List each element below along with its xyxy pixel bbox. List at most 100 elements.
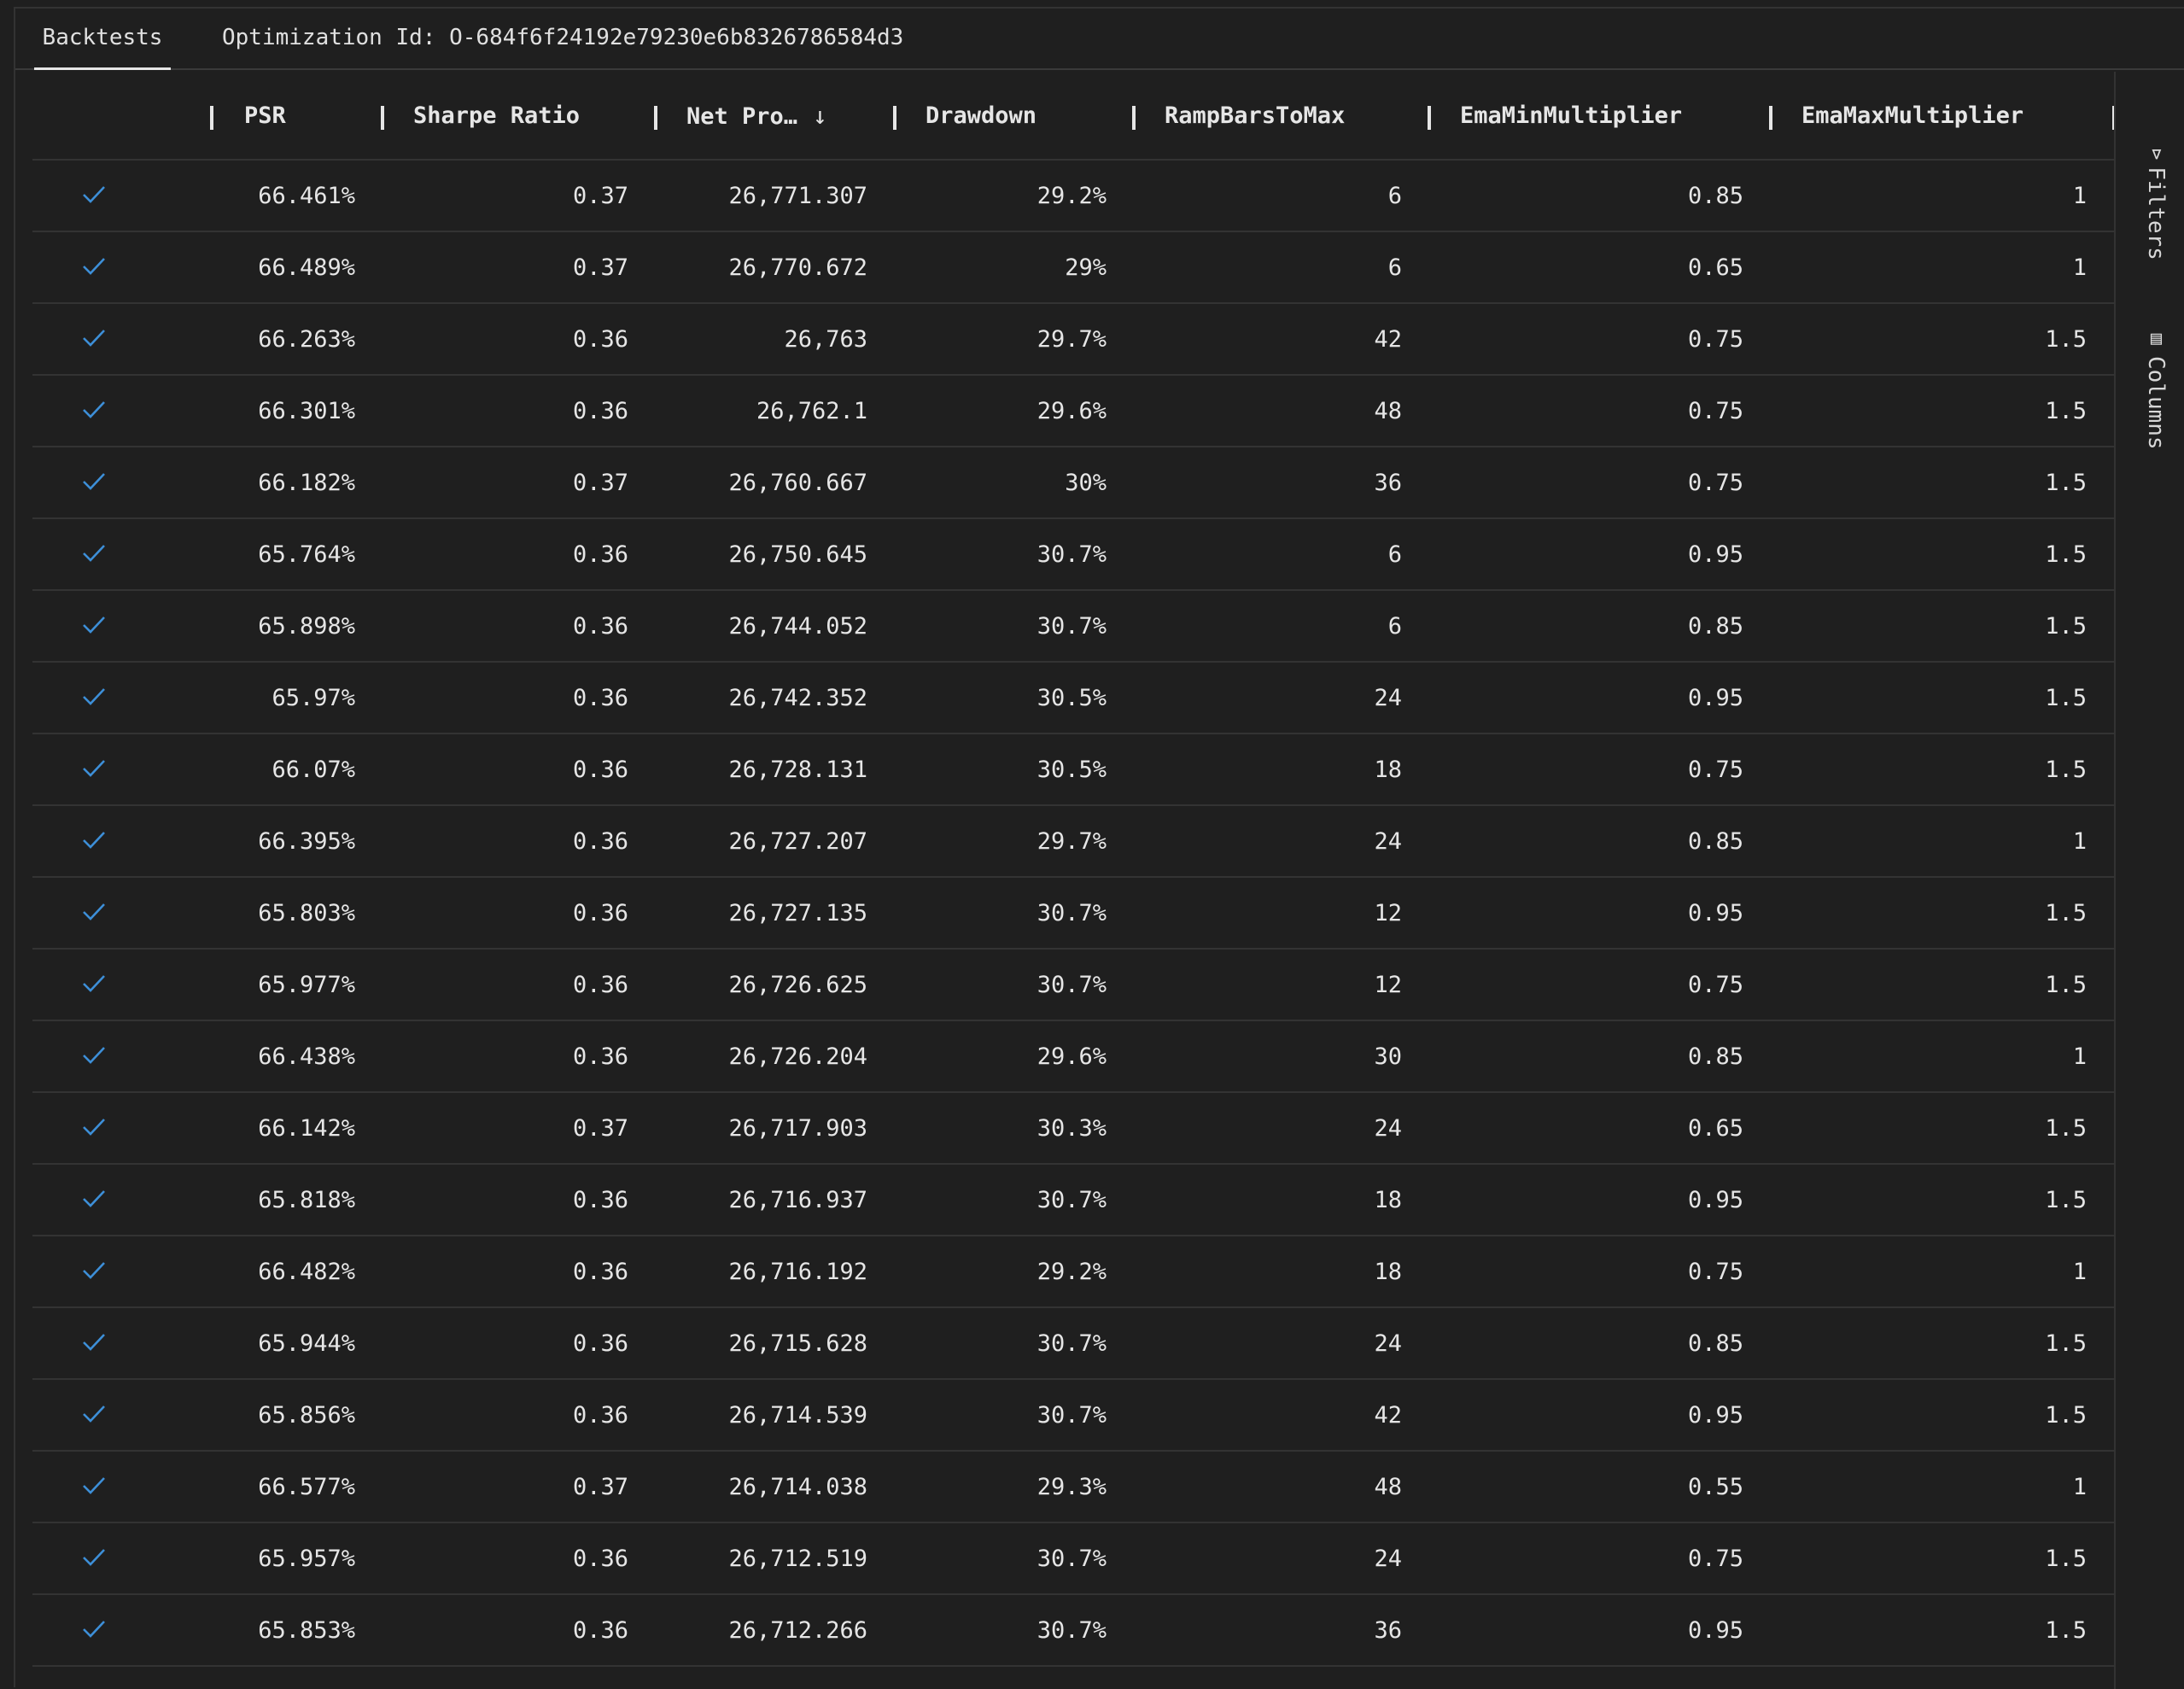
cell-psr: 65.944% — [258, 1330, 355, 1357]
header-ramp-bars-to-max[interactable]: RampBarsToMax — [1165, 102, 1346, 129]
column-resize-handle[interactable] — [1428, 106, 1431, 130]
header-net-profit[interactable]: Net Pro… ↓ — [686, 72, 827, 161]
column-resize-handle[interactable] — [1132, 106, 1136, 130]
cell-ramp-bars-to-max: 6 — [1387, 541, 1402, 568]
header-net-profit-label: Net Pro… — [686, 103, 798, 130]
tab-backtests[interactable]: Backtests — [34, 9, 171, 70]
table-row[interactable]: 66.142% 0.37 26,717.903 30.3% 24 0.65 1.5 — [32, 1093, 2117, 1165]
table-row[interactable]: 66.07% 0.36 26,728.131 30.5% 18 0.75 1.5 — [32, 734, 2117, 806]
cell-sharpe-ratio: 0.36 — [572, 972, 628, 998]
cell-ema-max-multiplier: 1.5 — [2045, 1546, 2087, 1572]
table-row[interactable]: 65.818% 0.36 26,716.937 30.7% 18 0.95 1.5 — [32, 1165, 2117, 1236]
table-row[interactable]: 65.898% 0.36 26,744.052 30.7% 6 0.85 1.5 — [32, 591, 2117, 663]
cell-drawdown: 30.7% — [1037, 1402, 1107, 1429]
cell-ema-min-multiplier: 0.75 — [1687, 972, 1743, 998]
checkmark-icon — [82, 1189, 105, 1209]
cell-drawdown: 29% — [1065, 254, 1107, 281]
cell-ema-max-multiplier: 1.5 — [2045, 1187, 2087, 1213]
side-panel: ⊳ Filters ▤ Columns — [2114, 72, 2184, 1689]
checkmark-icon — [82, 830, 105, 850]
cell-sharpe-ratio: 0.36 — [572, 1330, 628, 1357]
cell-sharpe-ratio: 0.37 — [572, 470, 628, 496]
cell-sharpe-ratio: 0.36 — [572, 757, 628, 783]
checkmark-icon — [82, 1547, 105, 1568]
table-row[interactable]: 66.438% 0.36 26,726.204 29.6% 30 0.85 1 — [32, 1021, 2117, 1093]
column-resize-handle[interactable] — [893, 106, 896, 130]
arrow-down-icon[interactable]: ↓ — [813, 102, 827, 130]
table-row[interactable]: 65.977% 0.36 26,726.625 30.7% 12 0.75 1.5 — [32, 950, 2117, 1021]
header-sharpe-ratio[interactable]: Sharpe Ratio — [413, 102, 581, 129]
cell-psr: 65.977% — [258, 972, 355, 998]
cell-sharpe-ratio: 0.37 — [572, 1474, 628, 1500]
table-row[interactable]: 66.489% 0.37 26,770.672 29% 6 0.65 1 — [32, 232, 2117, 304]
checkmark-icon — [82, 687, 105, 707]
table-row[interactable]: 65.97% 0.36 26,742.352 30.5% 24 0.95 1.5 — [32, 663, 2117, 734]
table-row[interactable]: 65.957% 0.36 26,712.519 30.7% 24 0.75 1.5 — [32, 1523, 2117, 1595]
cell-drawdown: 30.3% — [1037, 1115, 1107, 1142]
cell-ema-max-multiplier: 1.5 — [2045, 972, 2087, 998]
header-psr[interactable]: PSR — [244, 102, 286, 129]
checkmark-icon — [82, 758, 105, 779]
cell-net-profit: 26,744.052 — [728, 613, 867, 640]
table-row[interactable]: 65.764% 0.36 26,750.645 30.7% 6 0.95 1.5 — [32, 519, 2117, 591]
checkmark-icon — [82, 400, 105, 420]
cell-ema-min-multiplier: 0.95 — [1687, 1617, 1743, 1644]
columns-button[interactable]: ▤ Columns — [2134, 328, 2169, 450]
cell-net-profit: 26,717.903 — [728, 1115, 867, 1142]
checkmark-icon — [82, 184, 105, 205]
cell-ema-max-multiplier: 1 — [2072, 183, 2087, 209]
header-ema-max-multiplier[interactable]: EmaMaxMultiplier — [1802, 102, 2024, 129]
cell-ema-min-multiplier: 0.55 — [1687, 1474, 1743, 1500]
header-ema-min-multiplier[interactable]: EmaMinMultiplier — [1460, 102, 1683, 129]
table-row[interactable]: 65.803% 0.36 26,727.135 30.7% 12 0.95 1.5 — [32, 878, 2117, 950]
cell-ema-min-multiplier: 0.75 — [1687, 398, 1743, 424]
cell-net-profit: 26,763 — [784, 326, 867, 353]
cell-ramp-bars-to-max: 42 — [1374, 1402, 1402, 1429]
cell-drawdown: 30.7% — [1037, 900, 1107, 926]
optimization-id-value: O-684f6f24192e79230e6b8326786584d3 — [449, 25, 904, 50]
cell-ema-min-multiplier: 0.95 — [1687, 1402, 1743, 1429]
table-row[interactable]: 66.301% 0.36 26,762.1 29.6% 48 0.75 1.5 — [32, 376, 2117, 447]
cell-net-profit: 26,727.207 — [728, 828, 867, 855]
column-resize-handle[interactable] — [381, 106, 384, 130]
table-row[interactable]: 66.395% 0.36 26,727.207 29.7% 24 0.85 1 — [32, 806, 2117, 878]
cell-ema-min-multiplier: 0.75 — [1687, 757, 1743, 783]
cell-psr: 66.482% — [258, 1259, 355, 1285]
table-row[interactable]: 66.577% 0.37 26,714.038 29.3% 48 0.55 1 — [32, 1452, 2117, 1523]
cell-net-profit: 26,750.645 — [728, 541, 867, 568]
cell-sharpe-ratio: 0.36 — [572, 541, 628, 568]
header-drawdown[interactable]: Drawdown — [926, 102, 1037, 129]
optimization-id-label: Optimization Id: — [222, 25, 436, 50]
cell-ema-min-multiplier: 0.75 — [1687, 470, 1743, 496]
table-row[interactable]: 66.263% 0.36 26,763 29.7% 42 0.75 1.5 — [32, 304, 2117, 376]
cell-ramp-bars-to-max: 36 — [1374, 470, 1402, 496]
cell-psr: 66.461% — [258, 183, 355, 209]
column-resize-handle[interactable] — [654, 106, 657, 130]
table-row[interactable]: 66.182% 0.37 26,760.667 30% 36 0.75 1.5 — [32, 447, 2117, 519]
cell-drawdown: 30.7% — [1037, 1546, 1107, 1572]
cell-drawdown: 30.5% — [1037, 757, 1107, 783]
cell-ramp-bars-to-max: 24 — [1374, 1546, 1402, 1572]
cell-drawdown: 29.6% — [1037, 1043, 1107, 1070]
cell-ema-min-multiplier: 0.65 — [1687, 254, 1743, 281]
cell-net-profit: 26,728.131 — [728, 757, 867, 783]
table-row[interactable]: 65.944% 0.36 26,715.628 30.7% 24 0.85 1.5 — [32, 1308, 2117, 1380]
table-row[interactable]: 65.856% 0.36 26,714.539 30.7% 42 0.95 1.5 — [32, 1380, 2117, 1452]
cell-ema-min-multiplier: 0.85 — [1687, 1330, 1743, 1357]
table-row[interactable]: 66.482% 0.36 26,716.192 29.2% 18 0.75 1 — [32, 1236, 2117, 1308]
cell-psr: 65.764% — [258, 541, 355, 568]
cell-drawdown: 29.3% — [1037, 1474, 1107, 1500]
column-resize-handle[interactable] — [210, 106, 213, 130]
cell-ema-min-multiplier: 0.75 — [1687, 1259, 1743, 1285]
table-row[interactable]: 65.853% 0.36 26,712.266 30.7% 36 0.95 1.5 — [32, 1595, 2117, 1667]
cell-psr: 66.182% — [258, 470, 355, 496]
cell-drawdown: 29.6% — [1037, 398, 1107, 424]
column-resize-handle[interactable] — [1769, 106, 1772, 130]
cell-sharpe-ratio: 0.36 — [572, 1617, 628, 1644]
cell-ramp-bars-to-max: 48 — [1374, 1474, 1402, 1500]
filters-button[interactable]: ⊳ Filters — [2134, 149, 2169, 260]
cell-ramp-bars-to-max: 42 — [1374, 326, 1402, 353]
cell-ema-max-multiplier: 1 — [2072, 1259, 2087, 1285]
table-row[interactable]: 66.461% 0.37 26,771.307 29.2% 6 0.85 1 — [32, 161, 2117, 232]
optimization-id: Optimization Id: O-684f6f24192e79230e6b8… — [222, 9, 903, 70]
